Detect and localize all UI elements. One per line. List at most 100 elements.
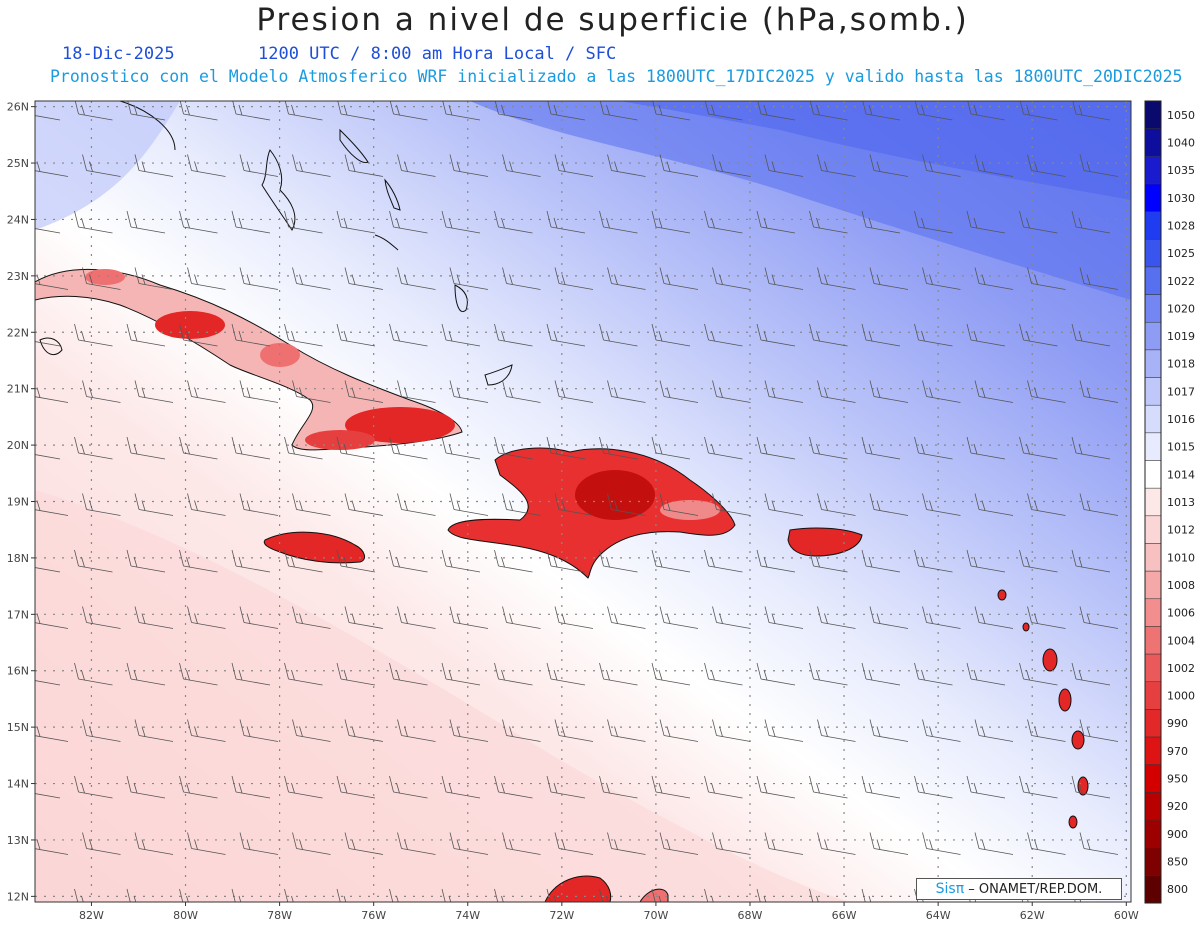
wind-barb	[1027, 832, 1066, 855]
wind-barb	[389, 662, 428, 686]
wind-barb	[1071, 549, 1111, 573]
wind-barb	[554, 380, 594, 403]
colorbar-swatch	[1144, 349, 1162, 378]
wind-barb	[502, 606, 541, 629]
wind-barb	[239, 493, 279, 516]
wind-barb	[494, 101, 533, 121]
wind-barb	[494, 775, 533, 799]
colorbar-label: 1016	[1167, 413, 1195, 426]
colorbar-label: 990	[1167, 717, 1188, 730]
wind-barb	[494, 662, 533, 686]
wind-barb	[134, 154, 174, 177]
colorbar-label: 1008	[1167, 579, 1195, 592]
chart-title: Presion a nivel de superficie (hPa,somb.…	[256, 2, 969, 38]
colorbar-label: 1006	[1167, 607, 1195, 620]
wind-barb	[179, 888, 189, 902]
wind-barb	[126, 549, 166, 573]
wind-barb	[974, 719, 1014, 742]
colorbar-label: 1040	[1167, 136, 1195, 149]
colorbar-label: 1004	[1167, 634, 1195, 647]
wind-barb	[126, 662, 166, 686]
wind-barb	[966, 662, 1006, 686]
wind-barb	[134, 719, 174, 742]
wind-barb	[397, 267, 436, 290]
wind-barb	[607, 832, 646, 855]
wind-barb	[922, 493, 961, 516]
wind-barb	[599, 549, 638, 573]
wind-barb	[284, 775, 323, 799]
wind-barb	[292, 832, 331, 855]
wind-barb	[179, 323, 218, 347]
credit-text: – ONAMET/REP.DOM.	[968, 882, 1103, 897]
wind-barb	[704, 662, 743, 686]
colorbar-label: 850	[1167, 856, 1188, 869]
wind-barb	[659, 606, 699, 629]
wind-barb	[187, 267, 226, 290]
wind-barb	[764, 154, 804, 177]
wind-barb	[1079, 380, 1119, 403]
wind-barb	[336, 662, 376, 686]
wind-barb	[1079, 267, 1119, 290]
map-field	[35, 101, 1131, 902]
wind-barb	[914, 436, 953, 460]
wind-barb	[809, 775, 848, 799]
wind-barb	[817, 832, 856, 855]
wind-barb	[659, 832, 699, 855]
wind-barb	[82, 380, 121, 403]
wind-barb	[179, 101, 218, 121]
colorbar-swatch	[1144, 543, 1162, 572]
wind-barb	[82, 493, 121, 516]
wind-barb	[554, 493, 594, 516]
lat-label: 22N	[7, 326, 29, 339]
wind-barb	[546, 775, 586, 799]
wind-barb	[704, 888, 714, 902]
colorbar-swatch	[1144, 294, 1162, 323]
wind-barb	[187, 380, 226, 403]
wind-barb	[502, 267, 541, 290]
wind-barb	[441, 888, 452, 902]
colorbar-swatch	[1144, 598, 1162, 627]
wind-barb	[239, 606, 279, 629]
wind-barb	[82, 154, 121, 177]
wind-barb	[74, 323, 113, 347]
colorbar-swatch	[1144, 570, 1162, 600]
wind-barb	[546, 549, 586, 573]
wind-barb	[914, 101, 953, 121]
wind-barb	[922, 719, 961, 742]
lon-label: 64W	[926, 909, 951, 922]
wind-barb	[554, 719, 594, 742]
wind-barb	[389, 549, 428, 573]
wind-barb	[599, 210, 638, 234]
south-coast	[544, 875, 612, 902]
wind-barb	[1071, 323, 1111, 347]
wind-barb	[914, 549, 953, 573]
wind-barb	[599, 436, 638, 460]
lat-label: 21N	[7, 383, 29, 396]
lat-label: 12N	[7, 890, 29, 903]
wind-barb	[861, 210, 901, 234]
wind-barb	[1019, 775, 1058, 799]
wind-barb	[494, 210, 533, 234]
colorbar-swatch	[1144, 460, 1162, 489]
wind-barb	[1019, 549, 1058, 573]
wind-barb	[397, 380, 436, 403]
wind-barb	[659, 493, 699, 516]
wind-barb	[494, 436, 533, 460]
wind-barb	[239, 380, 279, 403]
wind-barb	[599, 888, 609, 902]
wind-barb	[502, 719, 541, 742]
wind-barb	[35, 613, 69, 629]
wind-barb	[336, 775, 376, 799]
wind-barb	[546, 662, 586, 686]
wind-barb	[861, 775, 901, 799]
wind-barb	[607, 267, 646, 290]
wind-barb	[756, 662, 796, 686]
wind-barb	[974, 380, 1014, 403]
lat-label: 15N	[7, 721, 29, 734]
wind-barb	[974, 493, 1014, 516]
colorbar-label: 1028	[1167, 219, 1195, 232]
wind-barb	[397, 154, 436, 177]
wind-barb	[764, 719, 804, 742]
wind-barb	[449, 606, 489, 629]
wind-barb	[389, 323, 428, 347]
